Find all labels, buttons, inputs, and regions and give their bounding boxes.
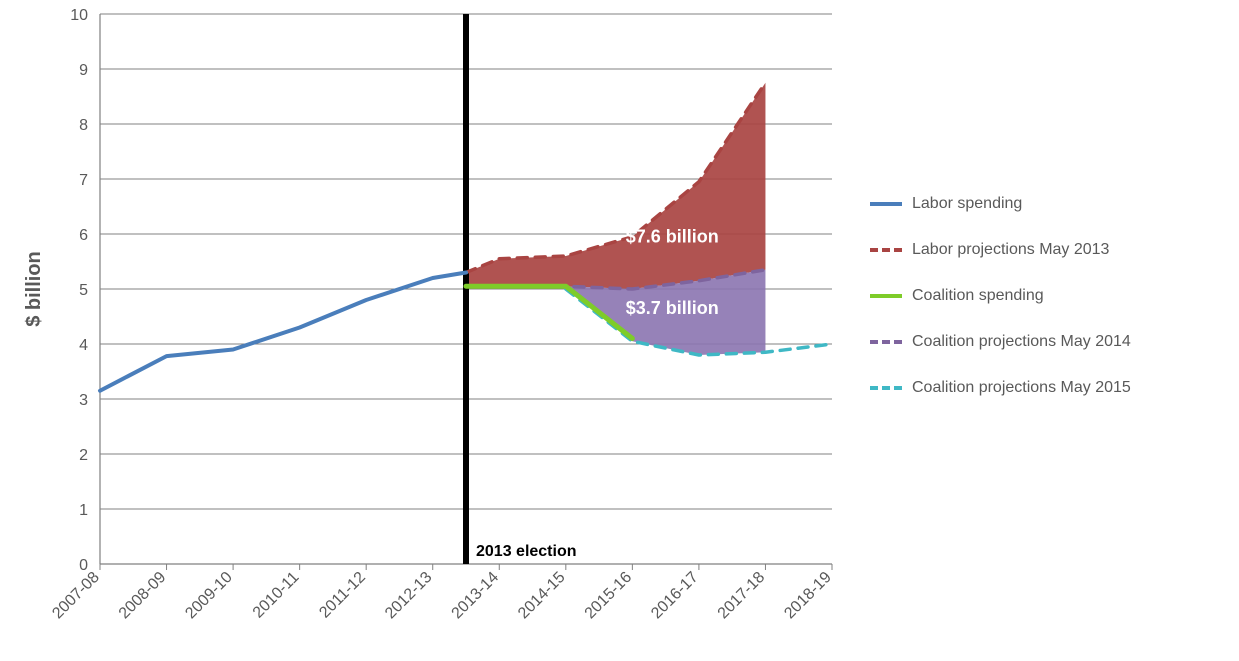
y-tick-label: 8 xyxy=(79,117,88,134)
y-tick-label: 9 xyxy=(79,62,88,79)
y-axis-label: $ billion xyxy=(23,251,45,327)
legend-swatch xyxy=(870,202,902,206)
annotation-1: $3.7 billion xyxy=(626,298,719,318)
legend-label: Labor projections May 2013 xyxy=(912,241,1109,259)
y-tick-label: 1 xyxy=(79,502,88,519)
legend-swatch xyxy=(870,340,902,344)
legend-swatch xyxy=(870,386,902,390)
legend-item: Coalition projections May 2014 xyxy=(870,333,1131,351)
y-tick-label: 0 xyxy=(79,557,88,574)
y-tick-label: 2 xyxy=(79,447,88,464)
election-label: 2013 election xyxy=(476,543,577,560)
y-tick-label: 7 xyxy=(79,172,88,189)
legend-label: Labor spending xyxy=(912,195,1022,213)
legend-label: Coalition projections May 2014 xyxy=(912,333,1131,351)
legend: Labor spending Labor projections May 2013… xyxy=(870,195,1131,425)
y-tick-label: 3 xyxy=(79,392,88,409)
annotation-0: $7.6 billion xyxy=(626,226,719,246)
legend-item: Labor spending xyxy=(870,195,1131,213)
legend-item: Coalition spending xyxy=(870,287,1131,305)
legend-label: Coalition projections May 2015 xyxy=(912,379,1131,397)
y-tick-label: 6 xyxy=(79,227,88,244)
chart-container: 012345678910$ billion2007-082008-092009-… xyxy=(0,0,1239,661)
y-tick-label: 4 xyxy=(79,337,88,354)
legend-item: Coalition projections May 2015 xyxy=(870,379,1131,397)
y-tick-label: 10 xyxy=(70,7,88,24)
legend-swatch xyxy=(870,294,902,298)
legend-label: Coalition spending xyxy=(912,287,1044,305)
legend-item: Labor projections May 2013 xyxy=(870,241,1131,259)
y-tick-label: 5 xyxy=(79,282,88,299)
legend-swatch xyxy=(870,248,902,252)
